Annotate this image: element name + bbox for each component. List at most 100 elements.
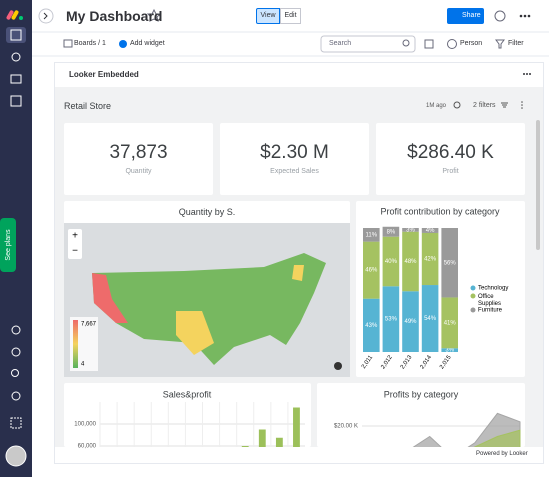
edit-toggle[interactable]: Edit	[280, 8, 301, 24]
legend-gradient	[73, 320, 78, 368]
dashboard-title: Retail Store	[64, 101, 112, 111]
save-icon[interactable]	[424, 39, 434, 49]
legend-swatch	[470, 293, 476, 299]
page-title: My Dashboard	[66, 8, 163, 24]
icon	[10, 29, 22, 41]
filter-icon[interactable]	[501, 102, 508, 108]
data-label: 40%	[385, 259, 398, 265]
add-icon[interactable]	[119, 40, 127, 48]
favorite-star[interactable]	[146, 8, 162, 22]
y-tick-label: 60,000	[78, 444, 97, 450]
widget-title: Looker Embedded	[69, 70, 139, 79]
data-label: 54%	[424, 316, 437, 322]
kpi-label: Profit	[442, 168, 459, 175]
data-label: 8%	[387, 229, 396, 235]
map-land	[92, 253, 326, 365]
chart-title: Profit contribution by category	[380, 206, 500, 216]
sales-card	[64, 383, 311, 447]
bar	[293, 407, 300, 447]
bar-segment	[402, 231, 419, 292]
collapse-button[interactable]	[38, 8, 54, 24]
legend-label: Technology	[478, 286, 508, 292]
scrollbar[interactable]	[536, 120, 540, 250]
filter[interactable]: Filter	[508, 40, 524, 47]
share-button[interactable]: Share	[447, 8, 484, 24]
bar-segment	[421, 285, 439, 352]
data-label: 4%	[426, 228, 435, 234]
legend-swatch	[470, 307, 476, 313]
menu-dot[interactable]	[523, 73, 525, 75]
legend-min: 4	[81, 362, 85, 368]
see-plans-button[interactable]	[0, 218, 16, 272]
bar-segment	[441, 348, 458, 352]
bar	[241, 446, 249, 447]
logo	[19, 16, 23, 20]
nav-work[interactable]	[10, 95, 22, 107]
view-toggle[interactable]: View	[256, 8, 280, 24]
menu-dot	[521, 104, 523, 106]
bar-segment	[402, 291, 419, 352]
person-filter[interactable]: Person	[460, 40, 483, 47]
nav-search[interactable]	[11, 369, 19, 377]
nav-help[interactable]	[11, 391, 21, 401]
kpi-card	[64, 123, 213, 195]
zoom-in[interactable]: +	[72, 231, 78, 242]
legend-max: 7,667	[81, 322, 97, 328]
kpi-label: Expected Sales	[270, 168, 319, 175]
data-label: 41%	[444, 320, 457, 326]
info-icon[interactable]	[334, 362, 342, 370]
kpi-card	[220, 123, 369, 195]
bar	[258, 429, 266, 447]
nav-apps[interactable]	[11, 325, 21, 335]
bar-segment	[421, 228, 439, 233]
see-plans: See plans	[5, 229, 12, 261]
chart-title: Sales&profit	[163, 389, 212, 399]
y-tick-label: 100,000	[74, 422, 96, 428]
data-label: 42%	[424, 257, 437, 263]
bar-segment	[421, 232, 439, 286]
logo	[6, 10, 14, 20]
menu-dot[interactable]	[519, 14, 523, 18]
menu-dot[interactable]	[521, 101, 523, 103]
data-label: 53%	[385, 317, 398, 323]
data-label: 56%	[444, 260, 457, 266]
legend-label: Office Supplies	[478, 294, 501, 307]
search-box[interactable]	[320, 35, 416, 53]
filters[interactable]: 2 filters	[473, 102, 496, 109]
zoom-out[interactable]: −	[72, 246, 78, 257]
data-label: 48%	[404, 259, 417, 265]
area	[473, 429, 521, 447]
kpi-card	[376, 123, 525, 195]
avatar[interactable]	[5, 445, 27, 467]
data-label: 43%	[365, 323, 378, 329]
search-icon	[402, 39, 410, 47]
map-region	[92, 273, 128, 323]
logo	[11, 10, 19, 20]
kpi-value: $2.30 M	[260, 142, 329, 163]
add-widget[interactable]: Add widget	[130, 40, 165, 47]
filter-icon	[495, 39, 505, 49]
data-label: 11%	[366, 232, 378, 238]
bar	[275, 437, 283, 447]
zoom-control[interactable]	[68, 229, 82, 259]
map-region	[292, 265, 304, 281]
updates-icon[interactable]	[494, 10, 506, 22]
bar-segment	[363, 228, 380, 242]
refresh-icon[interactable]	[453, 101, 461, 109]
bar-segment	[441, 297, 458, 349]
nav-notifications[interactable]	[11, 52, 21, 62]
data-label: 49%	[404, 319, 417, 325]
nav-inbox[interactable]	[10, 74, 22, 84]
map-title: Quantity by S.	[178, 207, 236, 217]
y-tick-label: $20.00 K	[334, 424, 358, 430]
data-label: 3%	[406, 227, 415, 233]
bar-segment	[382, 236, 400, 287]
data-label: 46%	[365, 268, 378, 274]
nav-invite[interactable]	[11, 347, 21, 357]
nav-grid[interactable]	[10, 417, 22, 429]
updated: 1M ago	[426, 103, 447, 109]
sidebar-icons: See plans	[0, 10, 27, 467]
boards[interactable]: Boards / 1	[74, 40, 106, 47]
map-region	[176, 311, 214, 355]
